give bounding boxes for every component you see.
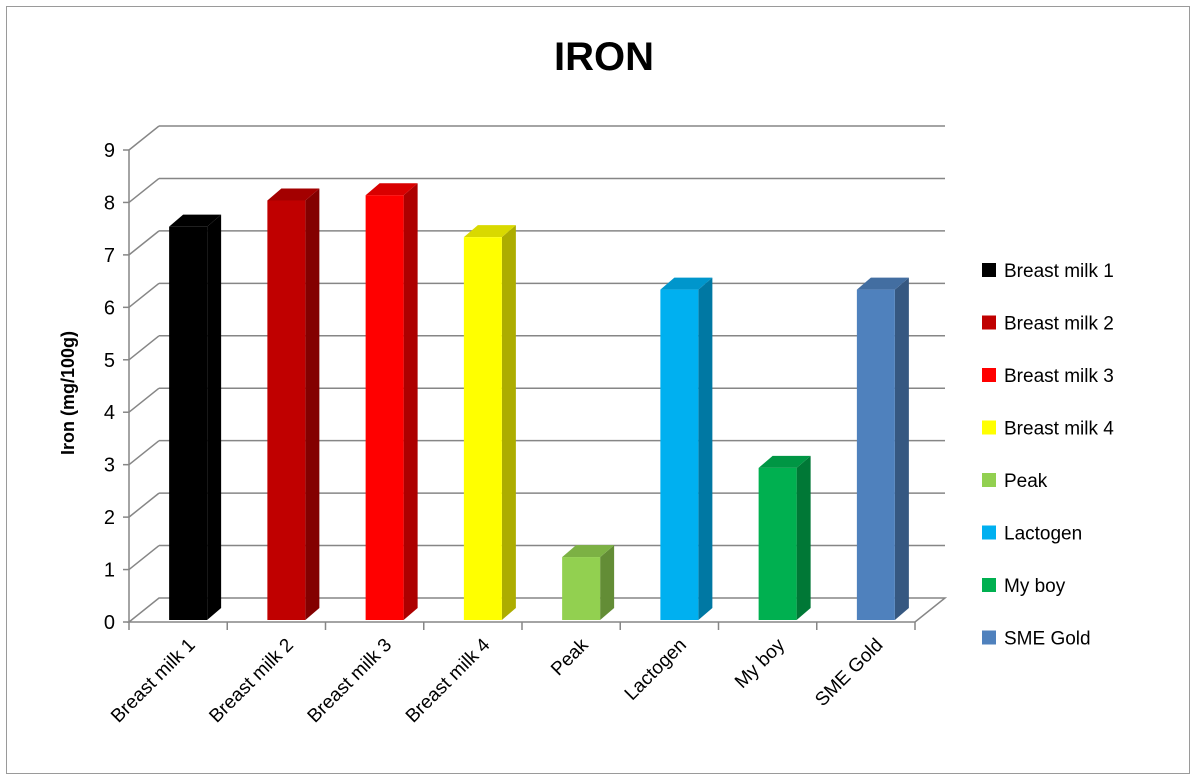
legend-entry: Breast milk 4 (982, 419, 1114, 440)
bar (463, 225, 516, 620)
bar (562, 545, 615, 620)
bar (169, 214, 222, 620)
x-tick-label: Breast milk 1 (107, 635, 199, 727)
y-tick-label: 2 (104, 507, 115, 529)
x-tick-label: Breast milk 2 (205, 635, 297, 727)
grid-layer (128, 125, 945, 571)
legend-swatch (982, 368, 996, 382)
chart-floor (126, 597, 948, 623)
legend-label: Breast milk 2 (1004, 314, 1114, 335)
bars-layer (169, 183, 909, 620)
x-tick-label: Breast milk 4 (402, 634, 495, 727)
legend-entry: SME Gold (982, 629, 1091, 650)
gridline-side (128, 387, 160, 413)
legend-label: Peak (1004, 471, 1048, 492)
x-tick-label: Breast milk 3 (304, 635, 396, 727)
bar (267, 188, 320, 620)
y-tick-label: 6 (104, 297, 115, 319)
legend-label: Breast milk 1 (1004, 261, 1114, 282)
legend-swatch (982, 420, 996, 435)
legend-swatch (982, 263, 996, 277)
gridline-side (128, 177, 160, 204)
gridline-side (128, 335, 160, 361)
y-tick-label: 5 (104, 350, 115, 372)
gridline-side (128, 440, 160, 466)
legend-label: My boy (1004, 576, 1066, 597)
legend-swatch (982, 630, 996, 645)
gridline-side (128, 282, 160, 308)
legend-entry: Breast milk 2 (982, 314, 1114, 335)
legend-swatch (982, 525, 996, 540)
bar (758, 455, 811, 620)
legend-swatch (982, 315, 996, 330)
legend-entry: Breast milk 3 (982, 366, 1114, 387)
legend-label: Breast milk 3 (1004, 366, 1114, 387)
bar-chart: IRON Iron (mg/100g) 0 1 2 3 4 5 6 7 8 9 Breast mi… (58, 35, 1114, 727)
bar (365, 183, 418, 620)
gridline-side (128, 492, 160, 518)
legend-entry: Peak (982, 471, 1048, 492)
chart-title: IRON (554, 35, 654, 79)
y-tick-label: 0 (104, 612, 115, 634)
gridline-side (128, 125, 160, 151)
x-tick-label: Peak (547, 634, 593, 680)
gridline-side (128, 544, 160, 571)
legend-entry: Lactogen (982, 524, 1082, 545)
legend-entry: My boy (982, 576, 1066, 597)
y-tick-label: 1 (104, 560, 115, 582)
legend-label: Breast milk 4 (1004, 419, 1114, 440)
y-tick-label: 9 (104, 140, 115, 162)
y-tick-label: 7 (104, 245, 115, 267)
legend-entry: Breast milk 1 (982, 261, 1114, 282)
x-tick-label: My boy (731, 634, 790, 693)
bar (856, 277, 909, 620)
y-tick-label: 3 (104, 455, 115, 477)
y-tick-label: 8 (104, 192, 115, 214)
legend-swatch (982, 473, 996, 487)
chart-frame: IRON Iron (mg/100g) 0 1 2 3 4 5 6 7 8 9 Breast mi… (6, 6, 1190, 774)
bar (660, 277, 713, 620)
legend-label: SME Gold (1004, 629, 1091, 650)
axis-layer: 0 1 2 3 4 5 6 7 8 9 (104, 140, 948, 634)
y-axis-title: Iron (mg/100g) (58, 331, 78, 455)
gridline-side (128, 230, 160, 256)
legend-label: Lactogen (1004, 524, 1082, 545)
y-tick-label: 4 (104, 402, 115, 424)
legend-swatch (982, 578, 996, 592)
x-tick-label: SME Gold (811, 635, 887, 711)
legend: Breast milk 1 Breast milk 2 Breast milk 3 B… (982, 261, 1114, 650)
x-tick-label: Lactogen (621, 635, 691, 705)
